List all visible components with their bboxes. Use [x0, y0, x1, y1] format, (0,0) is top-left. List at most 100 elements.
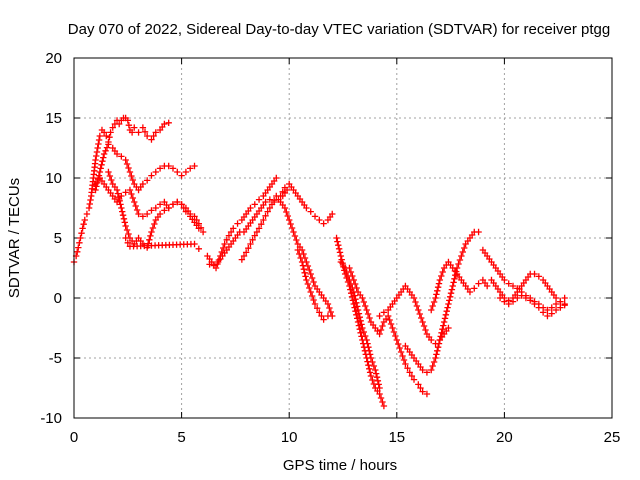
data-point [552, 306, 560, 314]
data-point [100, 150, 108, 158]
data-point [466, 288, 474, 296]
data-point-fill [336, 249, 344, 256]
data-point [113, 150, 121, 158]
data-point-fill [262, 212, 269, 219]
data-point [255, 196, 263, 203]
data-point-fill [438, 329, 445, 336]
data-point [75, 244, 82, 251]
data-point [329, 210, 336, 218]
data-point-fill [441, 315, 449, 322]
data-point-fill [283, 208, 290, 216]
data-point-fill [373, 374, 381, 381]
data-point [79, 225, 86, 232]
data-point-fill [351, 292, 358, 299]
data-point [122, 156, 129, 164]
data-point-fill [245, 245, 252, 252]
data-point [143, 210, 151, 218]
data-point [143, 177, 151, 184]
data-point-fill [356, 314, 363, 321]
series-6 [206, 186, 291, 269]
data-point-fill [416, 310, 423, 318]
data-point-fill [284, 212, 291, 220]
data-point [307, 208, 314, 215]
data-point [376, 312, 383, 320]
data-point-fill [442, 311, 450, 318]
data-point-fill [108, 176, 115, 184]
data-point [128, 129, 136, 136]
data-point [230, 225, 237, 232]
data-point-fill [106, 134, 113, 141]
data-point-fill [123, 226, 131, 234]
data-point [206, 261, 213, 268]
data-point-fill [420, 322, 428, 330]
data-point [458, 252, 465, 260]
data-point-fill [434, 284, 442, 291]
data-point [139, 124, 147, 131]
data-point [544, 312, 551, 320]
data-point [290, 228, 297, 236]
x-tick-label: 5 [177, 429, 185, 446]
data-point [428, 306, 435, 314]
data-point-fill [439, 268, 446, 276]
series-0 [70, 114, 172, 266]
data-point-fill [249, 236, 256, 243]
data-point [195, 245, 203, 252]
data-point-fill [125, 122, 133, 129]
data-point-fill [227, 228, 235, 236]
data-point [440, 318, 448, 326]
data-point [298, 258, 306, 266]
data-point [152, 129, 159, 136]
data-point [535, 304, 543, 311]
data-point-fill [357, 317, 364, 324]
data-point-fill [433, 351, 440, 358]
data-point-fill [450, 279, 457, 286]
data-point [131, 198, 138, 206]
series-14 [402, 228, 482, 376]
data-point [376, 384, 383, 392]
x-tick-label: 20 [496, 429, 513, 446]
data-point-fill [125, 164, 132, 172]
y-tick-label: 20 [45, 50, 62, 67]
data-point [548, 304, 555, 311]
data-point-fill [375, 381, 382, 388]
data-point-fill [80, 221, 87, 228]
data-point [105, 141, 112, 148]
data-point-fill [351, 280, 359, 288]
data-point [260, 216, 267, 224]
data-point-fill [435, 280, 443, 287]
data-point-fill [299, 262, 307, 269]
data-point [316, 309, 323, 316]
data-point [535, 273, 543, 280]
data-point-fill [366, 347, 373, 354]
data-point [118, 153, 125, 160]
data-point-fill [355, 310, 363, 317]
data-point-fill [125, 230, 132, 238]
data-point [509, 282, 517, 290]
data-point [178, 172, 185, 179]
data-point-fill [297, 254, 304, 262]
data-point [410, 376, 418, 383]
data-point [148, 228, 155, 236]
data-point [359, 294, 366, 302]
data-point [92, 156, 99, 164]
data-point [131, 124, 138, 131]
data-point-fill [133, 206, 141, 214]
data-point-fill [347, 268, 355, 276]
data-point [96, 132, 104, 140]
data-point-fill [223, 236, 230, 243]
data-point [126, 168, 134, 176]
data-point [436, 336, 444, 344]
data-point [199, 228, 207, 236]
y-tick-label: -5 [49, 350, 62, 367]
series-10 [333, 234, 388, 410]
data-point [423, 390, 431, 398]
data-point-fill [335, 245, 343, 252]
data-point [139, 180, 147, 188]
data-point [77, 234, 84, 242]
data-point [311, 300, 319, 308]
data-point [402, 360, 409, 368]
data-point-fill [115, 194, 122, 201]
data-point-fill [417, 384, 424, 392]
data-point [124, 239, 131, 246]
data-point-fill [103, 144, 111, 151]
